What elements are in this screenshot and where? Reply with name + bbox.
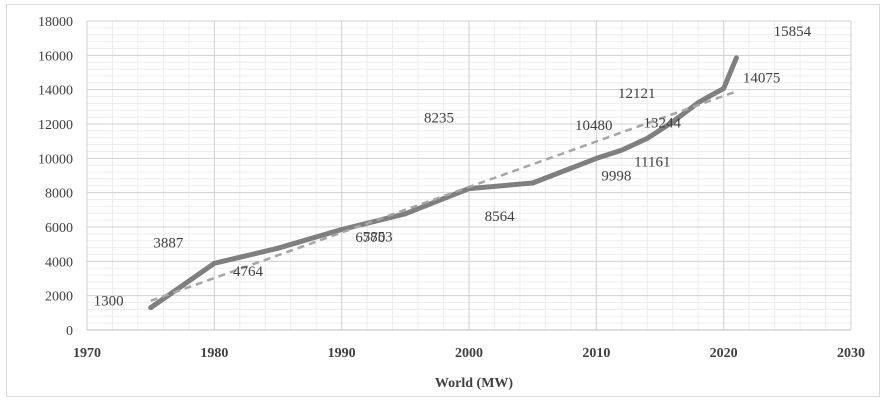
x-tick-label: 2010 <box>582 346 610 361</box>
x-tick-label: 1970 <box>73 346 101 361</box>
y-tick-label: 6000 <box>45 221 73 236</box>
y-tick-label: 10000 <box>38 152 73 167</box>
data-label: 8235 <box>424 111 454 127</box>
y-tick-label: 18000 <box>38 15 73 30</box>
y-tick-label: 2000 <box>45 290 73 305</box>
y-tick-label: 4000 <box>45 255 73 270</box>
data-label: 4764 <box>233 264 264 280</box>
data-label: 13244 <box>643 116 681 132</box>
data-label: 6770 <box>355 230 385 246</box>
data-label: 3887 <box>153 235 184 251</box>
data-label: 8564 <box>485 209 516 225</box>
data-label: 1300 <box>94 294 124 310</box>
data-label: 12121 <box>618 86 656 102</box>
data-label: 14075 <box>743 70 781 86</box>
x-tick-label: 1990 <box>328 346 356 361</box>
data-label: 11161 <box>634 154 670 170</box>
y-tick-label: 8000 <box>45 187 73 202</box>
y-tick-label: 0 <box>66 324 73 339</box>
x-tick-label: 1980 <box>200 346 228 361</box>
y-tick-label: 14000 <box>38 84 73 99</box>
data-label: 9998 <box>601 168 631 184</box>
data-label: 15854 <box>774 24 812 40</box>
data-label: 5853 <box>363 230 393 246</box>
y-tick-label: 12000 <box>38 118 73 133</box>
x-tick-label: 2020 <box>710 346 738 361</box>
x-tick-label: 2000 <box>455 346 483 361</box>
x-tick-label: 2030 <box>837 346 865 361</box>
data-label: 10480 <box>575 118 613 134</box>
x-axis-title: World (MW) <box>435 376 513 391</box>
trendline <box>150 90 737 302</box>
y-tick-label: 16000 <box>38 49 73 64</box>
